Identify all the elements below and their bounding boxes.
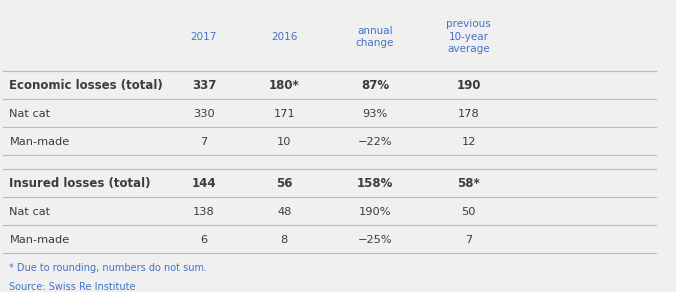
- Text: Economic losses (total): Economic losses (total): [9, 79, 163, 92]
- Text: 337: 337: [192, 79, 216, 92]
- Text: Nat cat: Nat cat: [9, 206, 51, 217]
- Text: −25%: −25%: [358, 235, 392, 245]
- Text: Man-made: Man-made: [9, 137, 70, 147]
- Text: 8: 8: [281, 235, 288, 245]
- Text: Source: Swiss Re Institute: Source: Swiss Re Institute: [9, 281, 136, 292]
- Text: 171: 171: [274, 109, 295, 119]
- Text: 144: 144: [191, 177, 216, 190]
- Text: 190: 190: [456, 79, 481, 92]
- Text: 12: 12: [462, 137, 476, 147]
- Text: 48: 48: [277, 206, 291, 217]
- Text: 178: 178: [458, 109, 479, 119]
- Text: 2016: 2016: [271, 32, 297, 42]
- Text: Man-made: Man-made: [9, 235, 70, 245]
- Text: Nat cat: Nat cat: [9, 109, 51, 119]
- Text: previous: previous: [446, 19, 491, 29]
- Text: −22%: −22%: [358, 137, 392, 147]
- Text: 58*: 58*: [458, 177, 480, 190]
- Text: Insured losses (total): Insured losses (total): [9, 177, 151, 190]
- Text: 190%: 190%: [359, 206, 391, 217]
- Text: average: average: [448, 44, 490, 54]
- Text: 138: 138: [193, 206, 215, 217]
- Text: 93%: 93%: [362, 109, 387, 119]
- Text: 2017: 2017: [191, 32, 217, 42]
- Text: * Due to rounding, numbers do not sum.: * Due to rounding, numbers do not sum.: [9, 263, 208, 273]
- Text: 6: 6: [200, 235, 208, 245]
- Text: 7: 7: [200, 137, 208, 147]
- Text: 56: 56: [276, 177, 293, 190]
- Text: 330: 330: [193, 109, 215, 119]
- Text: 7: 7: [465, 235, 473, 245]
- Text: 10: 10: [277, 137, 291, 147]
- Text: 50: 50: [462, 206, 476, 217]
- Text: annual: annual: [357, 25, 393, 36]
- Text: 180*: 180*: [269, 79, 299, 92]
- Text: 87%: 87%: [361, 79, 389, 92]
- Text: change: change: [356, 38, 394, 48]
- Text: 10-year: 10-year: [449, 32, 489, 42]
- Text: 158%: 158%: [357, 177, 393, 190]
